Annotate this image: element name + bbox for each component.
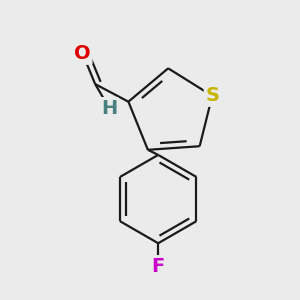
Text: O: O bbox=[74, 44, 91, 63]
Text: S: S bbox=[205, 86, 219, 105]
Text: H: H bbox=[101, 99, 117, 118]
Text: F: F bbox=[152, 256, 165, 276]
